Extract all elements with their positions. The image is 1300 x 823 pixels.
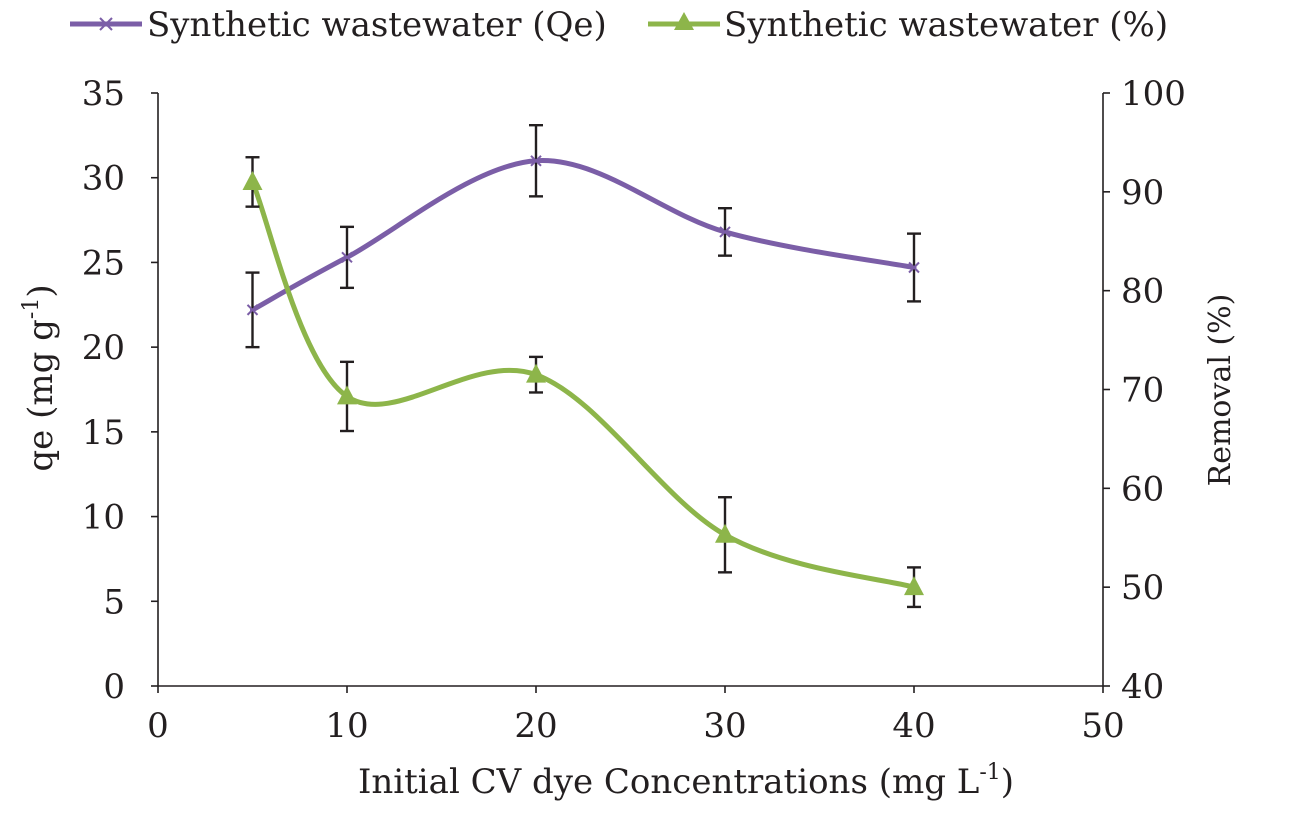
y-tick-label: 30 <box>82 159 125 199</box>
y-axis-title: qe (mg g-1) <box>19 284 61 471</box>
y-tick-label: 25 <box>82 243 125 283</box>
y2-tick-label: 100 <box>1121 74 1186 114</box>
y2-axis-title: Removal (%) <box>1203 294 1238 487</box>
data-point-triangle-marker <box>715 523 735 543</box>
y-tick-label: 0 <box>103 667 125 707</box>
x-tick-label: 50 <box>1081 706 1124 746</box>
y2-tick-label: 80 <box>1121 272 1164 312</box>
y-tick-label: 15 <box>82 413 125 453</box>
y2-tick-label: 50 <box>1121 568 1164 608</box>
y-tick-label: 10 <box>82 498 125 538</box>
series-line <box>250 158 917 313</box>
y-tick-label: 5 <box>103 582 125 622</box>
y2-tick-label: 60 <box>1121 469 1164 509</box>
series-removal <box>242 156 924 609</box>
tick-marks <box>151 92 1110 693</box>
data-point-x-marker <box>719 226 731 238</box>
legend-marker-qe <box>99 17 113 31</box>
x-tick-label: 40 <box>892 706 935 746</box>
series-layer <box>242 123 924 609</box>
x-tick-label: 20 <box>514 706 557 746</box>
legend-label-removal: Synthetic wastewater (%) <box>724 5 1168 45</box>
y-tick-label: 20 <box>82 328 125 368</box>
series-qe <box>245 123 921 349</box>
x-axis-title: Initial CV dye Concentrations (mg L-1) <box>358 760 1014 802</box>
data-point-triangle-marker <box>242 170 263 190</box>
data-point-x-marker <box>530 155 542 167</box>
series-line <box>250 179 917 590</box>
data-point-x-marker <box>341 251 353 264</box>
x-tick-label: 10 <box>325 706 368 746</box>
x-tick-label: 30 <box>703 706 746 746</box>
data-point-x-marker <box>246 304 259 316</box>
y-tick-label: 35 <box>82 74 125 114</box>
x-tick-label: 0 <box>147 706 169 746</box>
data-point-triangle-marker <box>526 363 546 383</box>
y2-tick-label: 90 <box>1121 173 1164 213</box>
data-point-triangle-marker <box>337 385 357 405</box>
legend-label-qe: Synthetic wastewater (Qe) <box>147 5 607 45</box>
data-point-x-marker <box>908 261 920 274</box>
legend: Synthetic wastewater (Qe) Synthetic wast… <box>70 5 1168 45</box>
y2-tick-label: 70 <box>1121 371 1164 411</box>
legend-marker-removal <box>674 12 694 30</box>
y2-tick-label: 40 <box>1121 667 1164 707</box>
data-point-triangle-marker <box>904 576 924 596</box>
